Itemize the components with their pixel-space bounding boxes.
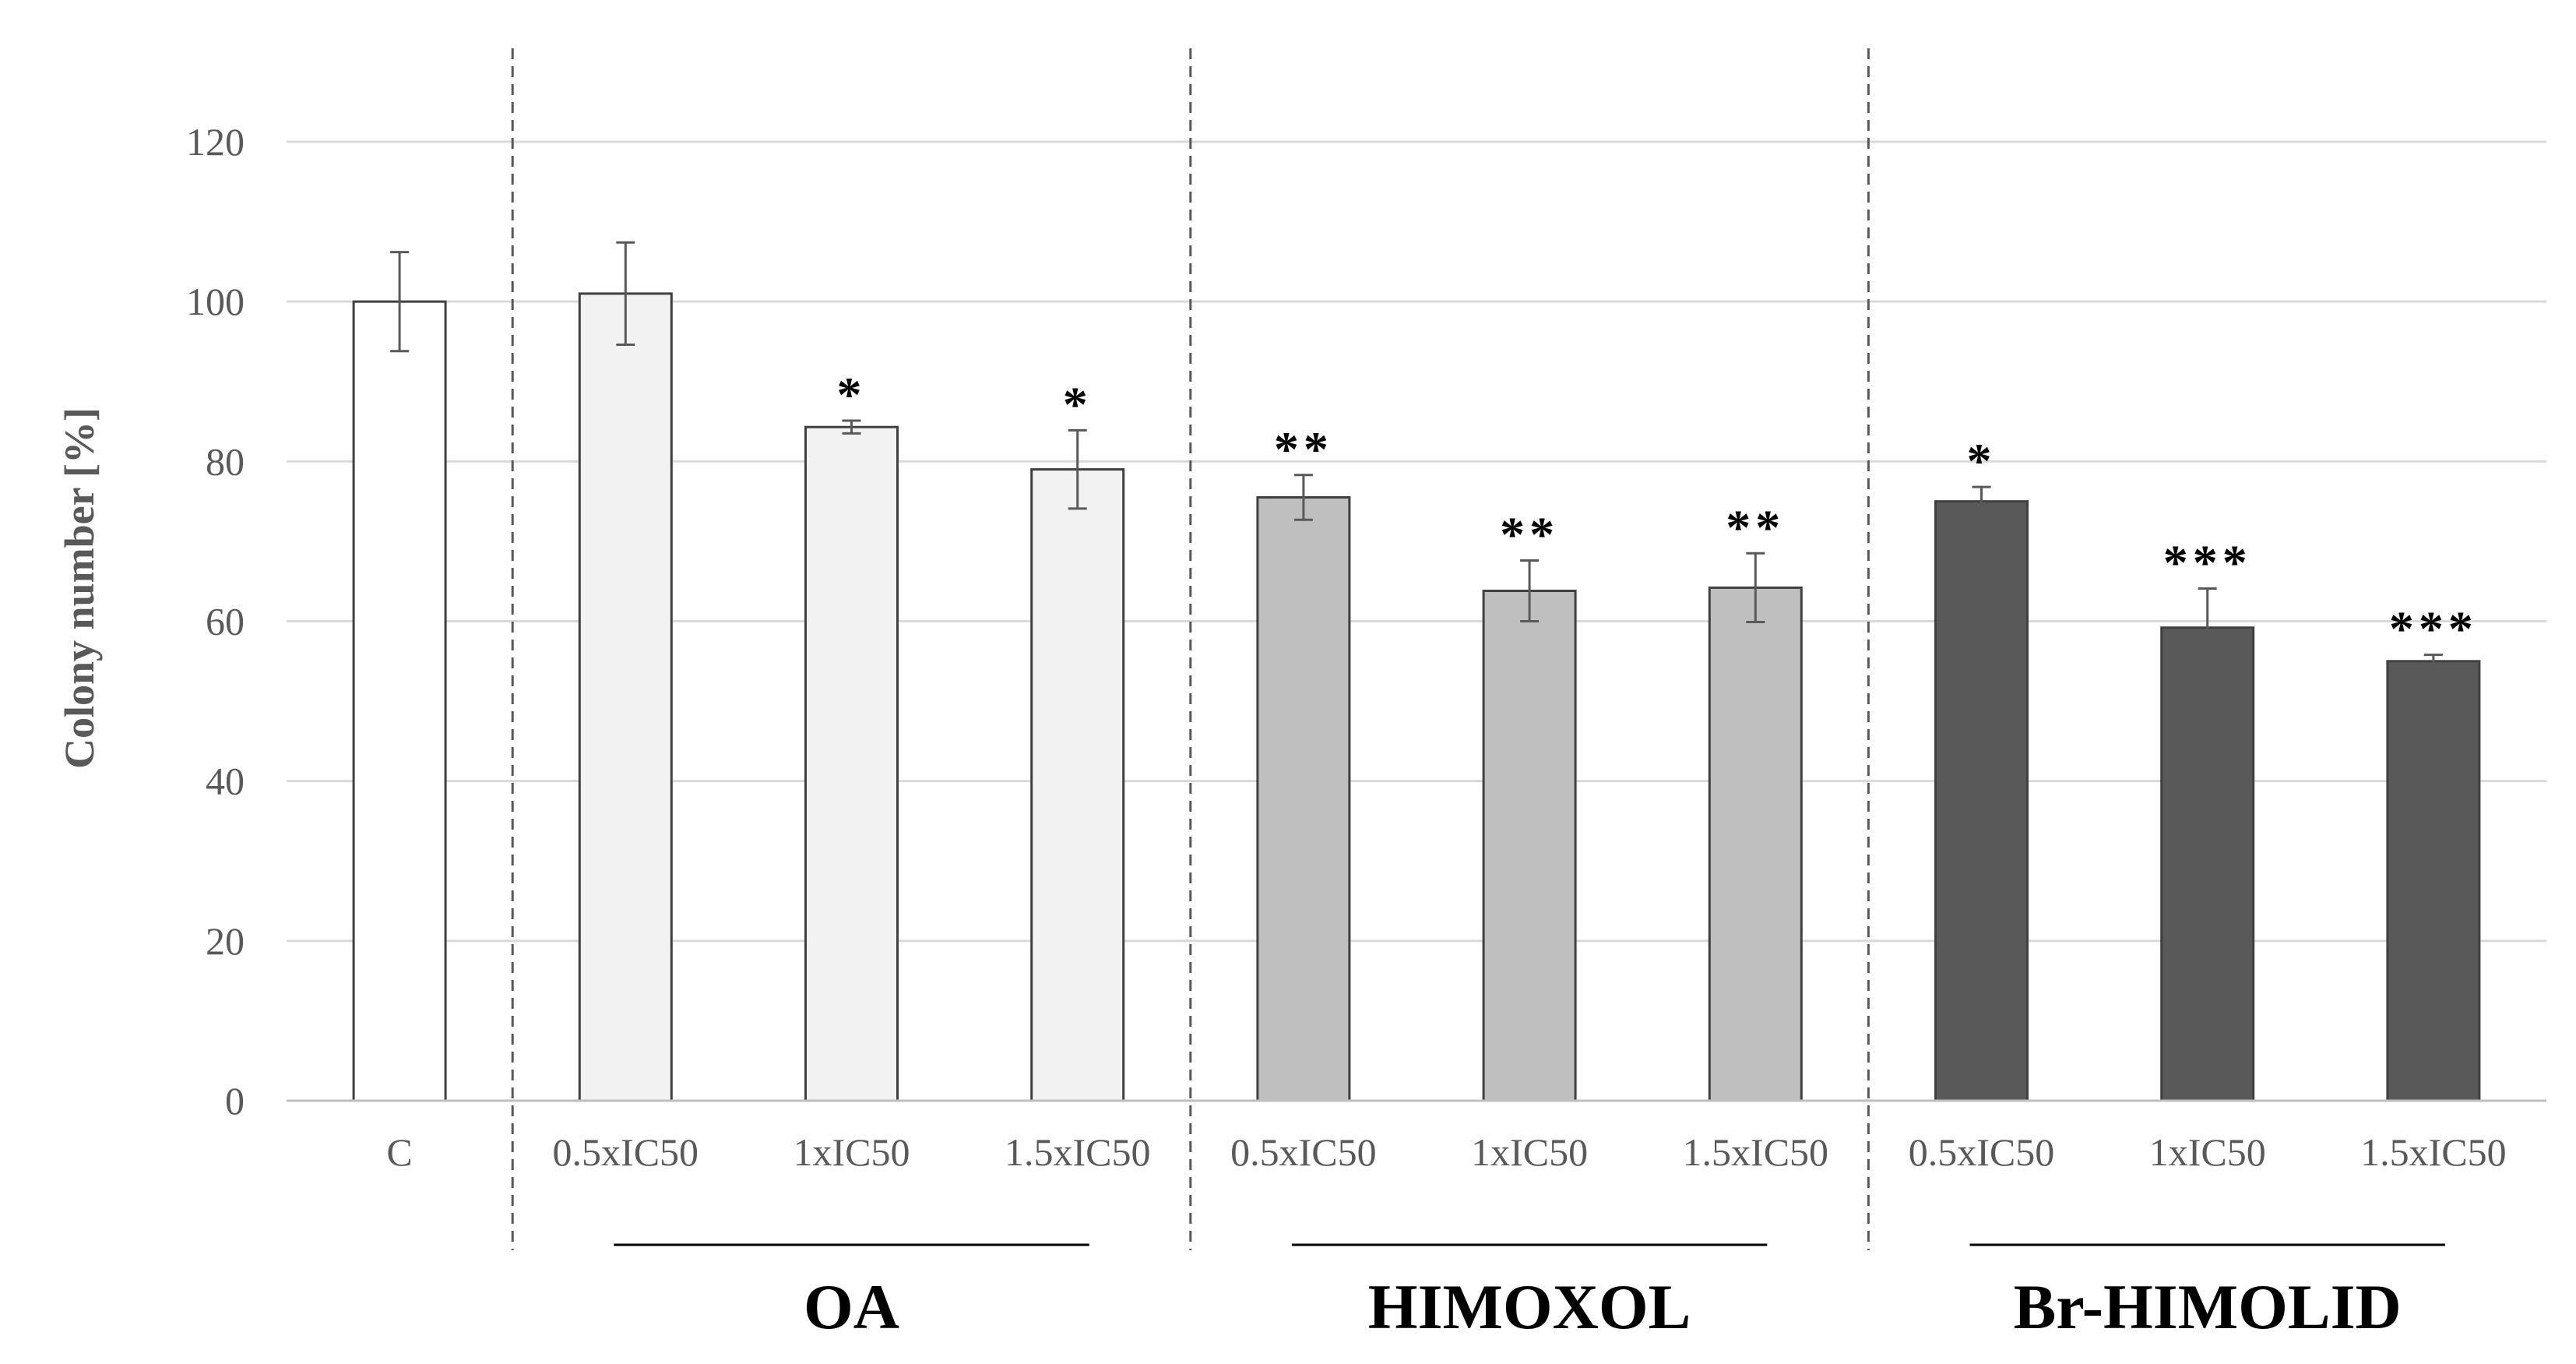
significance-marker: **	[1500, 507, 1559, 562]
x-tick-label: 1.5xIC50	[2360, 1130, 2507, 1174]
group-label: OA	[804, 1271, 899, 1342]
y-axis-label: Colony number [%]	[56, 407, 103, 769]
significance-marker: ***	[2163, 534, 2252, 590]
significance-marker: *	[1063, 376, 1093, 432]
bar	[804, 425, 899, 1102]
bar	[1256, 495, 1351, 1102]
significance-marker: **	[1274, 421, 1333, 477]
y-tick-label: 20	[206, 919, 245, 963]
significance-marker: *	[1967, 433, 1997, 488]
bar	[2386, 660, 2481, 1102]
bar	[1482, 590, 1577, 1102]
y-tick-label: 120	[186, 120, 245, 164]
group-label: Br-HIMOLID	[2014, 1271, 2402, 1342]
bar	[1934, 500, 2029, 1102]
significance-marker: *	[837, 367, 867, 422]
y-tick-label: 80	[206, 439, 245, 483]
significance-marker: ***	[2389, 601, 2478, 657]
bar	[2160, 626, 2255, 1102]
y-tick-label: 100	[186, 280, 245, 323]
x-tick-label: 1xIC50	[2149, 1130, 2266, 1174]
bar	[1708, 586, 1803, 1102]
x-tick-label: 0.5xIC50	[1909, 1130, 2055, 1174]
x-tick-label: C	[386, 1130, 412, 1174]
bar	[578, 292, 673, 1102]
significance-marker: **	[1726, 499, 1785, 555]
x-tick-label: 1.5xIC50	[1005, 1130, 1151, 1174]
x-tick-label: 1xIC50	[1471, 1130, 1588, 1174]
bar	[352, 300, 447, 1102]
x-tick-label: 0.5xIC50	[1230, 1130, 1377, 1174]
group-label: HIMOXOL	[1368, 1271, 1691, 1342]
x-tick-label: 1.5xIC50	[1683, 1130, 1829, 1174]
y-tick-label: 0	[225, 1079, 245, 1123]
x-tick-label: 1xIC50	[794, 1130, 910, 1174]
y-tick-label: 60	[206, 600, 245, 643]
bar	[1030, 468, 1125, 1102]
y-tick-label: 40	[206, 760, 245, 803]
x-tick-label: 0.5xIC50	[553, 1130, 699, 1174]
